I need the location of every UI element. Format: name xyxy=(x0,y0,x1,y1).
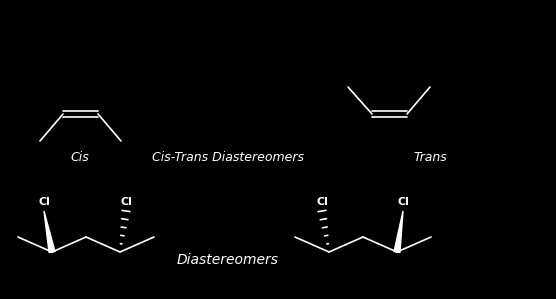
Text: Diastereomers: Diastereomers xyxy=(177,253,279,267)
Text: Cl: Cl xyxy=(120,197,132,207)
Text: Cl: Cl xyxy=(397,197,409,207)
Text: Cl: Cl xyxy=(38,197,50,207)
Text: Cl: Cl xyxy=(316,197,328,207)
Text: Trans: Trans xyxy=(413,151,447,164)
Polygon shape xyxy=(44,211,55,253)
Polygon shape xyxy=(394,211,403,252)
Text: Cis-Trans Diastereomers: Cis-Trans Diastereomers xyxy=(152,151,304,164)
Text: Cis: Cis xyxy=(71,151,90,164)
